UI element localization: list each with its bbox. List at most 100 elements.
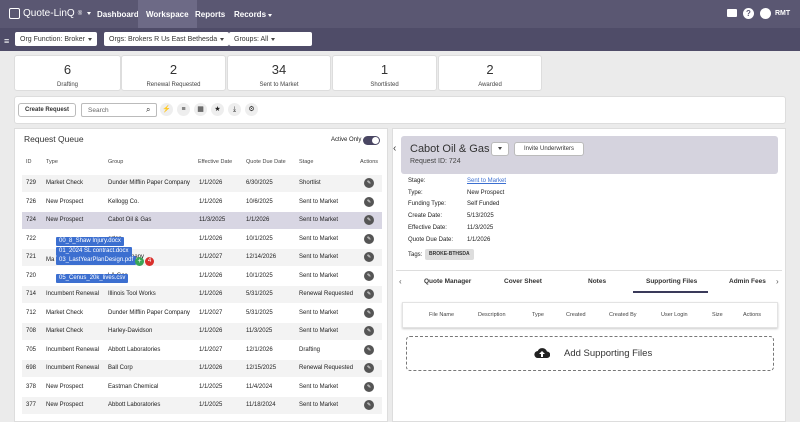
create-request-button[interactable]: Create Request bbox=[18, 103, 76, 117]
stat-card-drafting[interactable]: 6 Drafting bbox=[14, 55, 121, 91]
star-icon[interactable]: ★ bbox=[211, 103, 224, 116]
files-col-user-login[interactable]: User Login bbox=[661, 312, 688, 318]
file-drop-zone[interactable]: Add Supporting Files bbox=[406, 336, 774, 371]
tab-cover-sheet[interactable]: Cover Sheet bbox=[504, 278, 542, 285]
stat-card-renewal-requested[interactable]: 2 Renewal Requested bbox=[121, 55, 226, 91]
row-effective-date: 1/1/2027 bbox=[199, 254, 223, 260]
table-row[interactable]: 729 Market Check Dunder Mifflin Paper Comp… bbox=[22, 175, 382, 192]
active-only-label: Active Only bbox=[331, 137, 362, 143]
row-type: Incumbent Renewal bbox=[46, 291, 100, 297]
row-effective-date: 1/1/2027 bbox=[199, 309, 223, 316]
row-type: Incumbent Renewal bbox=[46, 346, 100, 353]
help-icon[interactable]: ? bbox=[743, 8, 754, 19]
active-only-toggle[interactable] bbox=[363, 136, 380, 145]
stat-card-shortlisted[interactable]: 1 Shortlisted bbox=[332, 55, 437, 91]
tab-supporting-files[interactable]: Supporting Files bbox=[646, 278, 698, 285]
table-row[interactable]: 708 Market Check Harley-Davidson 1/1/2026 11… bbox=[22, 323, 382, 340]
dragged-file: 01_2024 SL contract.docx bbox=[56, 247, 132, 256]
col-header-effective-date[interactable]: Effective Date bbox=[198, 159, 233, 165]
detail-title: Cabot Oil & Gas bbox=[410, 143, 490, 155]
row-type: Market Check bbox=[46, 180, 84, 186]
gear-icon[interactable]: ⚙ bbox=[245, 103, 258, 116]
groups-select[interactable]: Groups: All bbox=[229, 32, 312, 46]
field-key: Quote Due Date: bbox=[408, 236, 454, 243]
table-row[interactable]: 714 Incumbent Renewal Illinois Tool Works 1… bbox=[22, 286, 382, 303]
edit-action-icon[interactable]: ✎ bbox=[364, 381, 374, 392]
col-header-actions[interactable]: Actions bbox=[360, 159, 379, 165]
row-effective-date: 1/1/2026 bbox=[199, 328, 223, 334]
table-row[interactable]: 698 Incumbent Renewal Ball Corp 1/1/2026 12/… bbox=[22, 360, 382, 377]
row-group: Abbott Laboratories bbox=[108, 346, 161, 353]
user-avatar-icon[interactable] bbox=[760, 8, 771, 19]
edit-action-icon[interactable]: ✎ bbox=[364, 252, 374, 262]
files-col-created-by[interactable]: Created By bbox=[609, 312, 637, 318]
user-initials[interactable]: RMT bbox=[775, 10, 791, 17]
col-header-type[interactable]: Type bbox=[46, 159, 58, 165]
mail-icon[interactable] bbox=[727, 9, 737, 17]
lightning-icon[interactable]: ⚡ bbox=[160, 103, 173, 116]
stat-card-sent-to-market[interactable]: 34 Sent to Market bbox=[227, 55, 331, 91]
col-header-group[interactable]: Group bbox=[108, 159, 124, 165]
files-col-description[interactable]: Description bbox=[478, 312, 506, 318]
row-stage: Sent to Market bbox=[299, 309, 339, 316]
row-quote-due-date: 10/1/2025 bbox=[246, 235, 273, 242]
files-col-created[interactable]: Created bbox=[566, 312, 586, 318]
edit-action-icon[interactable]: ✎ bbox=[364, 178, 374, 188]
edit-action-icon[interactable]: ✎ bbox=[364, 344, 374, 355]
collapse-chevron-icon[interactable]: ‹ bbox=[393, 143, 397, 154]
download-icon[interactable]: ⤓ bbox=[228, 103, 241, 116]
app-logo[interactable]: Quote-LinQ ® bbox=[9, 8, 92, 19]
table-row[interactable]: 377 New Prospect Abbott Laboratories 1/1/20… bbox=[22, 397, 382, 414]
chevron-down-icon bbox=[220, 37, 225, 41]
tab-quote-manager[interactable]: Quote Manager bbox=[424, 278, 472, 285]
invite-underwriters-button[interactable]: Invite Underwriters bbox=[514, 142, 584, 156]
columns-icon[interactable]: ▦ bbox=[194, 103, 207, 116]
files-col-type[interactable]: Type bbox=[532, 312, 544, 318]
chevron-down-icon[interactable] bbox=[87, 12, 92, 15]
files-col-size[interactable]: Size bbox=[712, 312, 723, 318]
tab-notes[interactable]: Notes bbox=[588, 278, 607, 285]
nav-records[interactable]: Records bbox=[234, 10, 273, 19]
request-detail-panel bbox=[392, 128, 786, 422]
col-header-id[interactable]: ID bbox=[26, 159, 32, 165]
edit-action-icon[interactable]: ✎ bbox=[364, 289, 374, 299]
col-header-quote-due-date[interactable]: Quote Due Date bbox=[246, 159, 286, 165]
tabs-next-icon[interactable]: › bbox=[776, 277, 779, 286]
row-stage: Sent to Market bbox=[299, 198, 339, 205]
table-row[interactable]: 724 New Prospect Cabot Oil & Gas 11/3/2025 1… bbox=[22, 212, 382, 229]
edit-action-icon[interactable]: ✎ bbox=[364, 363, 374, 373]
files-col-file-name[interactable]: File Name bbox=[429, 312, 455, 318]
edit-action-icon[interactable]: ✎ bbox=[364, 215, 374, 225]
col-header-stage[interactable]: Stage bbox=[299, 159, 314, 165]
nav-workspace[interactable]: Workspace bbox=[138, 0, 197, 28]
tab-admin-fees[interactable]: Admin Fees bbox=[729, 278, 766, 285]
table-row[interactable]: 378 New Prospect Eastman Chemical 1/1/2025 1… bbox=[22, 379, 382, 396]
top-navigation-bar: Quote-LinQ ® Dashboard Workspace Reports… bbox=[0, 0, 800, 28]
row-stage: Sent to Market bbox=[299, 402, 339, 408]
table-row[interactable]: 726 New Prospect Kellogg Co. 1/1/2026 10/6/2… bbox=[22, 194, 382, 211]
detail-menu-button[interactable] bbox=[491, 142, 509, 156]
search-input[interactable]: Search ⌕ bbox=[81, 103, 157, 117]
edit-action-icon[interactable]: ✎ bbox=[364, 270, 374, 281]
tag-chip[interactable]: BROKE-BTHSDA bbox=[425, 249, 474, 260]
orgs-select[interactable]: Orgs: Brokers R Us East Bethesda bbox=[104, 32, 230, 46]
stat-card-awarded[interactable]: 2 Awarded bbox=[438, 55, 542, 91]
tabs-prev-icon[interactable]: ‹ bbox=[399, 277, 402, 286]
org-function-select[interactable]: Org Function: Broker bbox=[15, 32, 97, 46]
filter-icon[interactable]: ≡ bbox=[4, 36, 10, 46]
edit-action-icon[interactable]: ✎ bbox=[364, 196, 374, 207]
nav-dashboard[interactable]: Dashboard bbox=[97, 10, 139, 19]
search-icon[interactable]: ⌕ bbox=[146, 105, 151, 114]
nav-reports[interactable]: Reports bbox=[195, 10, 226, 19]
edit-action-icon[interactable]: ✎ bbox=[364, 326, 374, 336]
edit-action-icon[interactable]: ✎ bbox=[364, 307, 374, 318]
edit-action-icon[interactable]: ✎ bbox=[364, 233, 374, 244]
row-stage: Sent to Market bbox=[299, 217, 339, 223]
stage-link[interactable]: Sent to Market bbox=[467, 178, 507, 184]
files-col-actions[interactable]: Actions bbox=[743, 312, 762, 318]
filter-lines-icon[interactable]: ≡ bbox=[177, 103, 190, 116]
table-row[interactable]: 712 Market Check Dunder Mifflin Paper Comp… bbox=[22, 305, 382, 322]
row-type: New Prospect bbox=[46, 217, 84, 223]
edit-action-icon[interactable]: ✎ bbox=[364, 400, 374, 410]
table-row[interactable]: 705 Incumbent Renewal Abbott Laboratories 1… bbox=[22, 342, 382, 359]
